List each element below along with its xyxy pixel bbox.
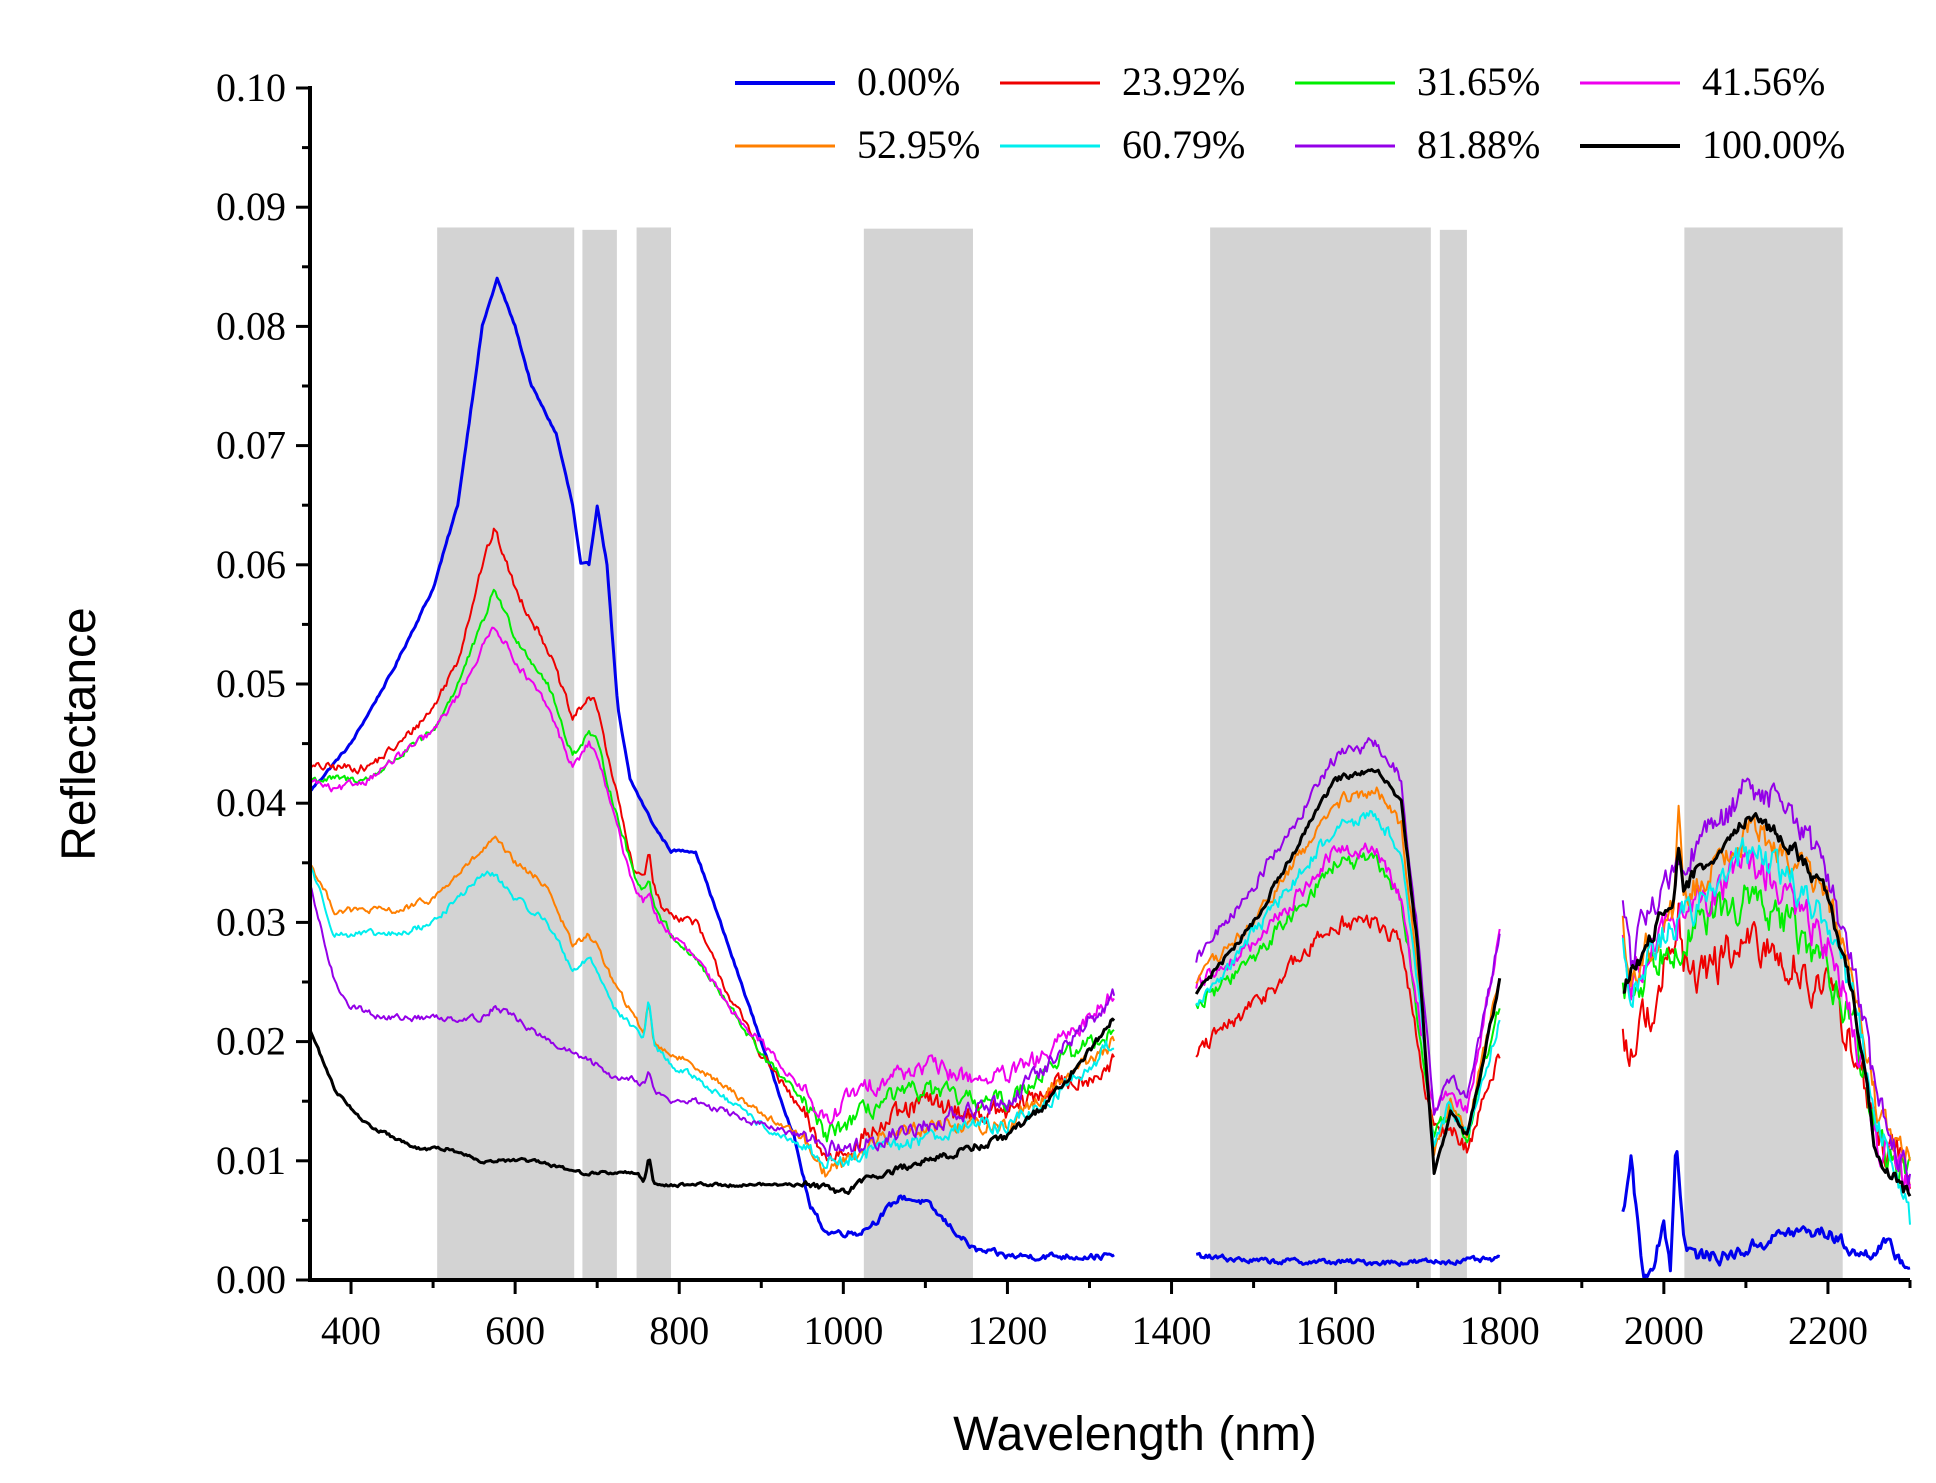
y-tick-label: 0.03: [216, 899, 286, 944]
series-line-0.00pct-segment-1: [309, 276, 1115, 1262]
series-line-100.00pct-segment-2: [1194, 768, 1502, 1175]
legend-label: 0.00%: [857, 59, 960, 104]
legend-item-52.95%: 52.95%: [735, 122, 980, 167]
y-tick-label: 0.10: [216, 65, 286, 110]
legend-label: 52.95%: [857, 122, 980, 167]
series-line-81.88pct-segment-3: [1621, 777, 1911, 1186]
series-line-60.79pct-segment-2: [1195, 810, 1501, 1148]
series-60.79%: [309, 810, 1911, 1225]
legend-label: 60.79%: [1122, 122, 1245, 167]
legend-item-0.00%: 0.00%: [735, 59, 960, 104]
x-tick-label: 2200: [1788, 1308, 1868, 1353]
y-tick-label: 0.01: [216, 1138, 286, 1183]
x-tick-label: 400: [321, 1308, 381, 1353]
x-tick-label: 1000: [803, 1308, 883, 1353]
series-line-100.00pct-segment-3: [1622, 812, 1912, 1197]
y-tick-label: 0.09: [216, 184, 286, 229]
y-tick-label: 0.05: [216, 661, 286, 706]
legend: 0.00% 23.92% 31.65% 41.56% 52.95% 60.79% 81.88…: [735, 59, 1845, 167]
shaded-band-7: [1684, 227, 1843, 1281]
axes: 0.00 0.01 0.02 0.03 0.04 0.05 0.06 0.07 0.08 0.09…: [216, 65, 1912, 1353]
legend-item-41.56%: 41.56%: [1580, 59, 1825, 104]
y-axis-title: Reflectance: [53, 607, 106, 860]
shaded-band-1: [437, 227, 575, 1281]
legend-item-100.00%: 100.00%: [1580, 122, 1845, 167]
series-line-52.95pct-segment-3: [1621, 804, 1911, 1162]
x-tick-label: 800: [649, 1308, 709, 1353]
legend-item-23.92%: 23.92%: [1000, 59, 1245, 104]
shaded-band-3: [636, 227, 672, 1281]
x-tick-label: 2000: [1624, 1308, 1704, 1353]
legend-item-60.79%: 60.79%: [1000, 122, 1245, 167]
y-tick-label: 0.02: [216, 1019, 286, 1064]
y-tick-label: 0.04: [216, 780, 286, 825]
series-line-31.65pct-segment-1: [309, 588, 1115, 1143]
shaded-bands: [437, 227, 1843, 1281]
shaded-band-4: [863, 228, 973, 1280]
legend-label: 41.56%: [1702, 59, 1825, 104]
x-tick-label: 1400: [1132, 1308, 1212, 1353]
legend-label: 23.92%: [1122, 59, 1245, 104]
series-0.00%: [309, 276, 1911, 1282]
x-tick-label: 1800: [1460, 1308, 1540, 1353]
legend-label: 81.88%: [1417, 122, 1540, 167]
x-tick-label: 1600: [1296, 1308, 1376, 1353]
series-23.92%: [309, 527, 1911, 1189]
shaded-band-2: [582, 229, 617, 1280]
x-axis-title: Wavelength (nm): [953, 1408, 1317, 1461]
legend-item-81.88%: 81.88%: [1295, 122, 1540, 167]
legend-label: 100.00%: [1702, 122, 1845, 167]
y-tick-label: 0.07: [216, 423, 286, 468]
series-line-60.79pct-segment-3: [1621, 837, 1911, 1225]
x-tick-label: 600: [485, 1308, 545, 1353]
x-tick-label: 1200: [967, 1308, 1047, 1353]
series-line-52.95pct-segment-1: [309, 835, 1116, 1178]
series-line-81.88pct-segment-1: [309, 883, 1116, 1157]
series-81.88%: [309, 737, 1911, 1186]
series-line-60.79pct-segment-1: [309, 861, 1115, 1170]
series-100.00%: [308, 768, 1912, 1197]
series-lines: [308, 276, 1912, 1282]
series-line-41.56pct-segment-1: [309, 626, 1115, 1125]
series-line-100.00pct-segment-1: [308, 1017, 1116, 1195]
shaded-band-5: [1210, 227, 1431, 1281]
series-line-23.92pct-segment-1: [309, 527, 1115, 1162]
series-line-31.65pct-segment-3: [1621, 884, 1911, 1187]
series-line-0.00pct-segment-3: [1621, 1150, 1911, 1282]
y-tick-label: 0.06: [216, 542, 286, 587]
series-line-81.88pct-segment-2: [1195, 737, 1501, 1116]
series-line-23.92pct-segment-2: [1195, 914, 1501, 1154]
series-line-23.92pct-segment-3: [1621, 902, 1911, 1189]
y-tick-label: 0.00: [216, 1257, 286, 1302]
legend-item-31.65%: 31.65%: [1295, 59, 1540, 104]
legend-label: 31.65%: [1417, 59, 1540, 104]
series-line-0.00pct-segment-2: [1195, 1251, 1501, 1267]
y-tick-label: 0.08: [216, 303, 286, 348]
